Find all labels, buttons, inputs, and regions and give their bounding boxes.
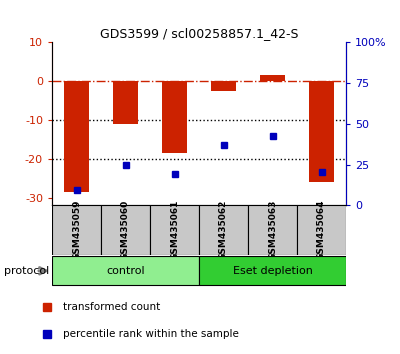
Bar — [297, 205, 346, 255]
Bar — [101, 205, 150, 255]
Bar — [309, 81, 334, 182]
Text: GSM435063: GSM435063 — [268, 200, 277, 260]
Text: GSM435062: GSM435062 — [219, 200, 228, 260]
Bar — [248, 205, 297, 255]
Bar — [150, 205, 199, 255]
Bar — [199, 256, 346, 285]
Text: GSM435059: GSM435059 — [72, 200, 81, 260]
Text: control: control — [106, 266, 145, 276]
Bar — [52, 205, 101, 255]
Text: GSM435060: GSM435060 — [121, 200, 130, 260]
Text: Eset depletion: Eset depletion — [232, 266, 312, 276]
Text: transformed count: transformed count — [63, 302, 160, 312]
Bar — [64, 81, 89, 192]
Text: GSM435061: GSM435061 — [170, 200, 179, 260]
Bar — [52, 256, 199, 285]
Title: GDS3599 / scl00258857.1_42-S: GDS3599 / scl00258857.1_42-S — [100, 27, 298, 40]
Bar — [211, 81, 236, 91]
Text: protocol: protocol — [4, 266, 49, 276]
Bar — [199, 205, 248, 255]
Bar — [162, 81, 187, 153]
Bar — [260, 75, 285, 81]
Bar — [113, 81, 138, 124]
Text: percentile rank within the sample: percentile rank within the sample — [63, 329, 239, 339]
Text: GSM435064: GSM435064 — [317, 200, 326, 260]
